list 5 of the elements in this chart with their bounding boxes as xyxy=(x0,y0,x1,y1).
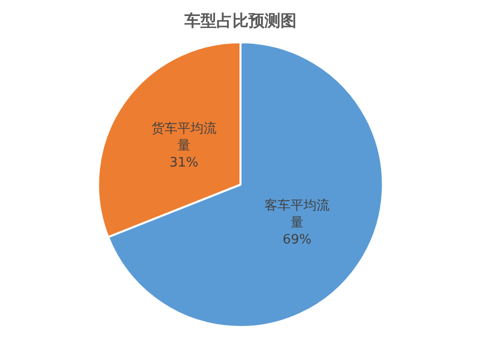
data-label: 31% xyxy=(170,156,198,171)
slice-label: 货车平均流量 xyxy=(151,120,216,154)
slice-label: 客车平均流量 xyxy=(264,197,330,230)
chart-title: 车型占比预测图 xyxy=(184,10,296,30)
data-label: 69% xyxy=(282,232,312,248)
